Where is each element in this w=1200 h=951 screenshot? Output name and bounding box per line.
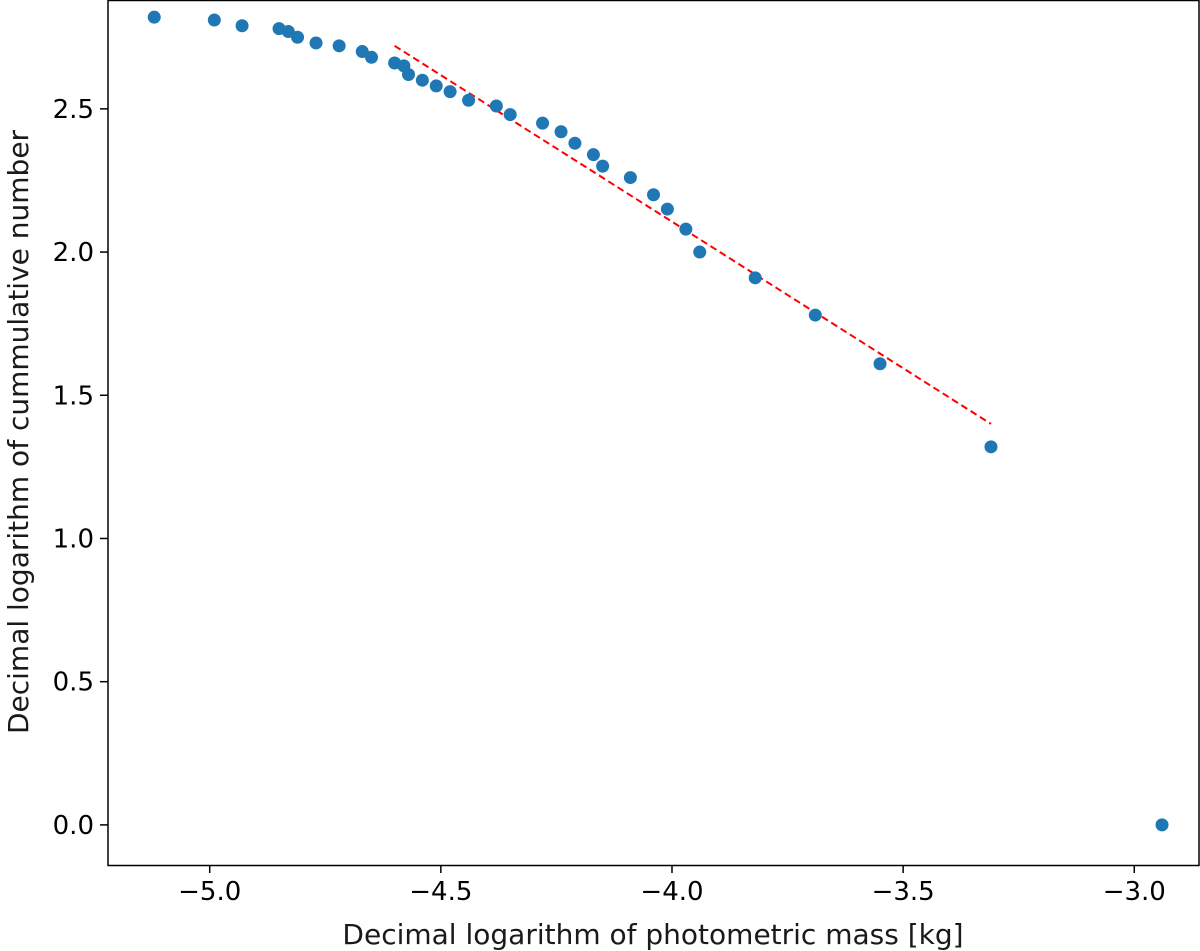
data-point — [332, 39, 346, 53]
data-point — [207, 13, 221, 27]
data-point — [873, 357, 887, 371]
y-axis-label: Decimal logarithm of cummulative number — [2, 129, 35, 734]
data-point — [596, 159, 610, 173]
data-point — [586, 148, 600, 162]
fit-line — [394, 44, 992, 425]
data-point — [401, 67, 415, 81]
y-tick-label: 1.5 — [53, 381, 94, 411]
data-point — [489, 99, 503, 113]
y-tick-label: 2.5 — [53, 95, 94, 125]
y-tick-label: 2.0 — [53, 238, 94, 268]
data-point — [647, 188, 660, 202]
fit-line-layer — [394, 44, 992, 425]
plot-frame — [107, 0, 1200, 867]
y-axis-ticks: 0.0 0.5 1.0 1.5 2.0 2.5 — [53, 95, 108, 841]
x-tick-label: −3.5 — [872, 877, 935, 907]
x-tick-label: −3.0 — [1103, 877, 1166, 907]
data-point — [309, 36, 323, 50]
data-point — [660, 202, 674, 216]
data-point — [679, 222, 693, 236]
data-point — [984, 440, 998, 454]
x-tick-label: −4.5 — [409, 877, 472, 907]
data-point — [147, 10, 161, 24]
data-point — [554, 125, 568, 139]
x-tick-label: −4.0 — [640, 877, 703, 907]
y-tick-label: 0.0 — [53, 811, 94, 841]
data-point — [748, 271, 762, 285]
data-point — [568, 136, 582, 150]
data-point — [429, 79, 443, 93]
y-tick-label: 0.5 — [53, 668, 94, 698]
data-point — [365, 50, 379, 64]
data-points-layer — [147, 10, 1169, 832]
data-point — [623, 171, 637, 185]
data-point — [693, 245, 707, 259]
x-axis-ticks: −5.0 −4.5 −4.0 −3.5 −3.0 — [178, 865, 1166, 907]
data-point — [1155, 818, 1169, 832]
data-point — [443, 85, 457, 99]
x-tick-label: −5.0 — [178, 877, 241, 907]
data-point — [808, 308, 822, 322]
data-point — [536, 116, 550, 130]
y-tick-label: 1.0 — [53, 524, 94, 554]
data-point — [503, 108, 517, 122]
data-point — [462, 93, 476, 107]
data-point — [291, 30, 305, 44]
data-point — [415, 73, 429, 87]
data-point — [235, 19, 249, 33]
x-axis-label: Decimal logarithm of photometric mass [k… — [342, 918, 963, 951]
